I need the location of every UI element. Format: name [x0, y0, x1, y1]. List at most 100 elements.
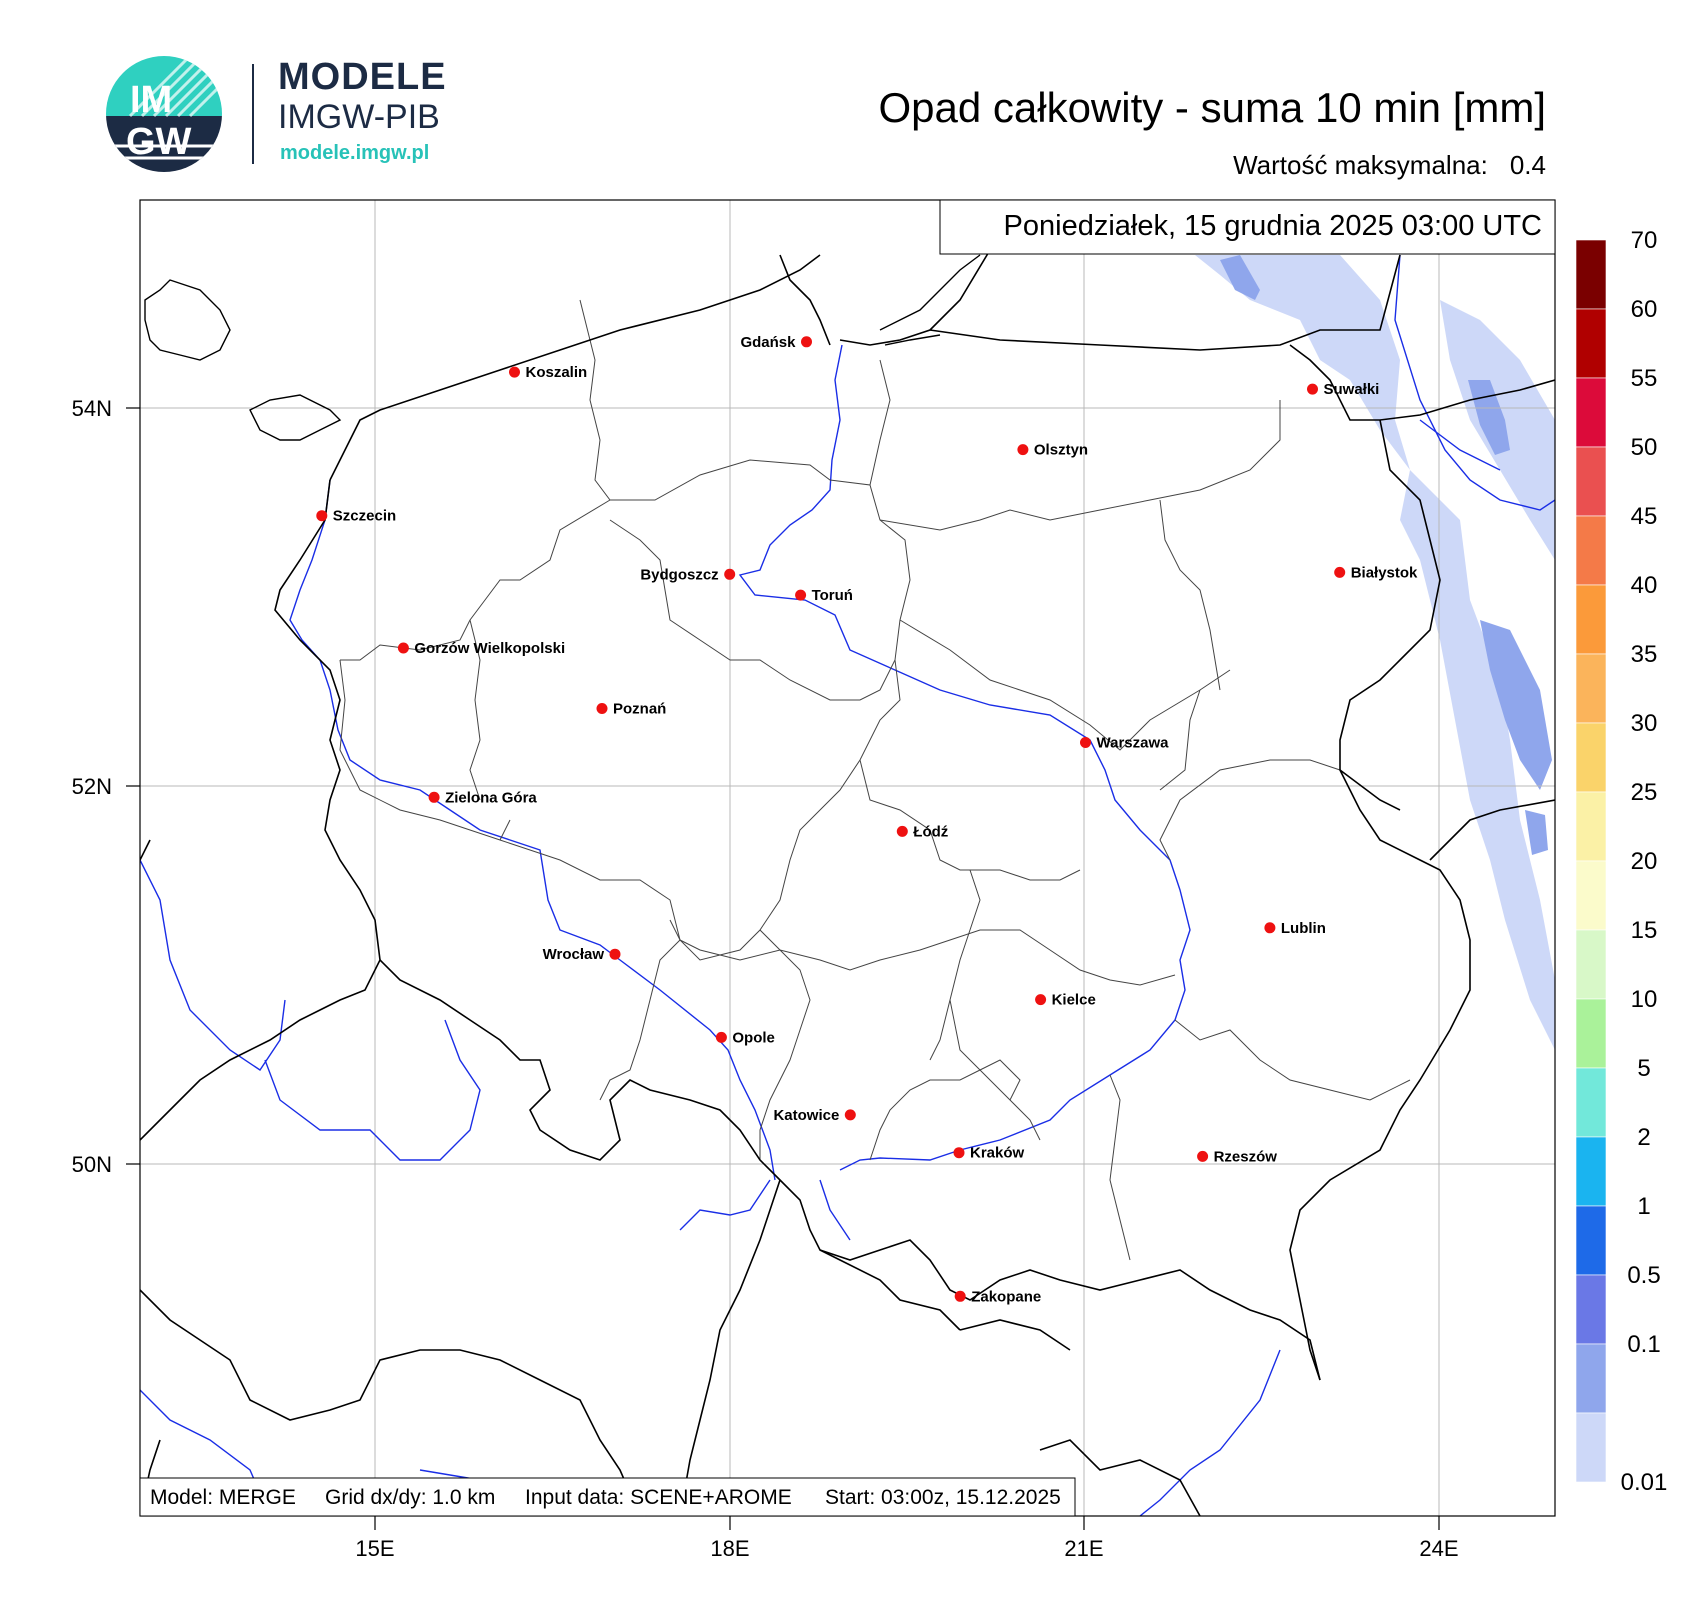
voivodeship-boundaries — [339, 299, 1411, 1261]
axis-ticks — [126, 407, 1440, 1530]
colorbar-label: 25 — [1631, 779, 1658, 806]
city-marker — [596, 703, 608, 714]
colorbar-label: 60 — [1631, 296, 1658, 323]
country-borders — [140, 249, 1555, 1516]
colorbar-swatch — [1575, 308, 1607, 379]
city-label: Olsztyn — [1034, 442, 1088, 459]
colorbar-swatch — [1575, 929, 1607, 1000]
lat-label-52n: 52N — [72, 774, 112, 799]
city-marker — [1035, 994, 1047, 1006]
timestamp: Poniedziałek, 15 grudnia 2025 03:00 UTC — [1004, 210, 1542, 242]
logo-url: modele.imgw.pl — [280, 142, 430, 164]
colorbar-swatch — [1575, 1067, 1607, 1138]
logo-badge-top: IM — [130, 79, 172, 121]
colorbar-label: 5 — [1637, 1055, 1650, 1082]
city-marker — [896, 825, 908, 837]
city-label: Poznań — [613, 701, 666, 718]
cities-layer: Gdańsk Koszalin Szczecin Suwałki Olsztyn Bydg… — [316, 334, 1418, 1305]
footer-grid: Grid dx/dy: 1.0 km — [325, 1486, 495, 1509]
city-marker — [316, 510, 328, 522]
city-marker — [1017, 444, 1029, 456]
city-label: Gdańsk — [740, 334, 796, 351]
logo-name: MODELE — [278, 56, 447, 98]
city-marker — [844, 1109, 856, 1121]
city-label: Zakopane — [971, 1288, 1041, 1305]
footer-input: Input data: SCENE+AROME — [525, 1486, 792, 1509]
logo-divider — [252, 64, 254, 164]
colorbar-swatch — [1575, 722, 1607, 793]
precipitation-field — [1195, 255, 1555, 1050]
colorbar-legend: 70 60 55 50 45 40 35 30 25 20 15 10 5 2 1 0.5 0.1 0.01 — [1575, 227, 1668, 1496]
footer-model: Model: MERGE — [150, 1486, 296, 1509]
colorbar-label: 0.5 — [1627, 1262, 1660, 1289]
colorbar-label: 55 — [1631, 365, 1658, 392]
colorbar-label: 10 — [1631, 986, 1658, 1013]
colorbar-swatch — [1575, 1412, 1607, 1483]
city-marker — [1264, 922, 1276, 934]
colorbar-swatch — [1575, 791, 1607, 862]
coastline-detail — [144, 254, 981, 441]
city-label: Rzeszów — [1214, 1148, 1278, 1165]
colorbar-label: 20 — [1631, 848, 1658, 875]
city-label: Kraków — [970, 1145, 1025, 1162]
logo-badge-bottom: GW — [126, 121, 192, 163]
lon-label-21e: 21E — [1064, 1536, 1103, 1561]
colorbar-label: 70 — [1631, 227, 1658, 254]
max-value: 0.4 — [1509, 150, 1546, 180]
colorbar-label: 45 — [1631, 503, 1658, 530]
colorbar-swatch — [1575, 377, 1607, 448]
map-background — [140, 200, 1555, 1516]
lat-label-54n: 54N — [72, 396, 112, 421]
lon-label-24e: 24E — [1419, 1536, 1458, 1561]
colorbar-swatch — [1575, 1274, 1607, 1345]
colorbar-swatch — [1575, 653, 1607, 724]
city-marker — [509, 366, 520, 378]
lat-label-50n: 50N — [72, 1152, 112, 1177]
colorbar-label: 0.01 — [1621, 1469, 1668, 1496]
city-marker — [397, 642, 409, 654]
city-label: Lublin — [1281, 920, 1326, 937]
city-label: Warszawa — [1097, 735, 1170, 752]
colorbar-swatch — [1575, 860, 1607, 931]
city-label: Koszalin — [526, 364, 588, 381]
colorbar-swatch — [1575, 1136, 1607, 1207]
city-label: Katowice — [773, 1107, 839, 1124]
city-marker — [1197, 1150, 1209, 1162]
city-marker — [724, 568, 736, 580]
colorbar-swatch — [1575, 239, 1607, 310]
map-title: Opad całkowity - suma 10 min [mm] — [878, 84, 1546, 131]
city-label: Białystok — [1351, 564, 1418, 581]
colorbar-label: 1 — [1637, 1193, 1650, 1220]
city-label: Suwałki — [1324, 381, 1380, 398]
colorbar-label: 2 — [1637, 1124, 1650, 1151]
colorbar-swatch — [1575, 1205, 1607, 1276]
colorbar-swatch — [1575, 515, 1607, 586]
city-label: Wrocław — [543, 946, 605, 963]
city-marker — [428, 791, 440, 803]
footer-box — [139, 1477, 1076, 1517]
city-marker — [801, 336, 812, 348]
city-label: Łódź — [913, 823, 948, 840]
colorbar-swatch — [1575, 1343, 1607, 1414]
footer-start: Start: 03:00z, 15.12.2025 — [825, 1486, 1061, 1509]
timestamp-box — [939, 199, 1556, 255]
city-label: Zielona Góra — [445, 789, 537, 806]
city-label: Gorzów Wielkopolski — [414, 640, 565, 657]
logo-org: IMGW-PIB — [278, 98, 440, 136]
city-marker — [715, 1031, 727, 1043]
colorbar-swatch — [1575, 446, 1607, 517]
city-marker — [1334, 566, 1346, 578]
city-marker — [1080, 737, 1091, 748]
colorbar-label: 30 — [1631, 710, 1658, 737]
graticule — [140, 200, 1555, 1516]
city-label: Kielce — [1052, 992, 1096, 1009]
max-value-row: Wartość maksymalna: 0.4 — [1233, 150, 1546, 181]
lon-label-18e: 18E — [710, 1536, 749, 1561]
city-label: Bydgoszcz — [640, 566, 718, 583]
colorbar-label: 0.1 — [1627, 1331, 1660, 1358]
lon-label-15e: 15E — [355, 1536, 394, 1561]
colorbar-label: 15 — [1631, 917, 1658, 944]
city-label: Toruń — [812, 587, 853, 604]
imgw-logo: IM GW MODELE IMGW-PIB modele.imgw.pl — [100, 52, 480, 182]
